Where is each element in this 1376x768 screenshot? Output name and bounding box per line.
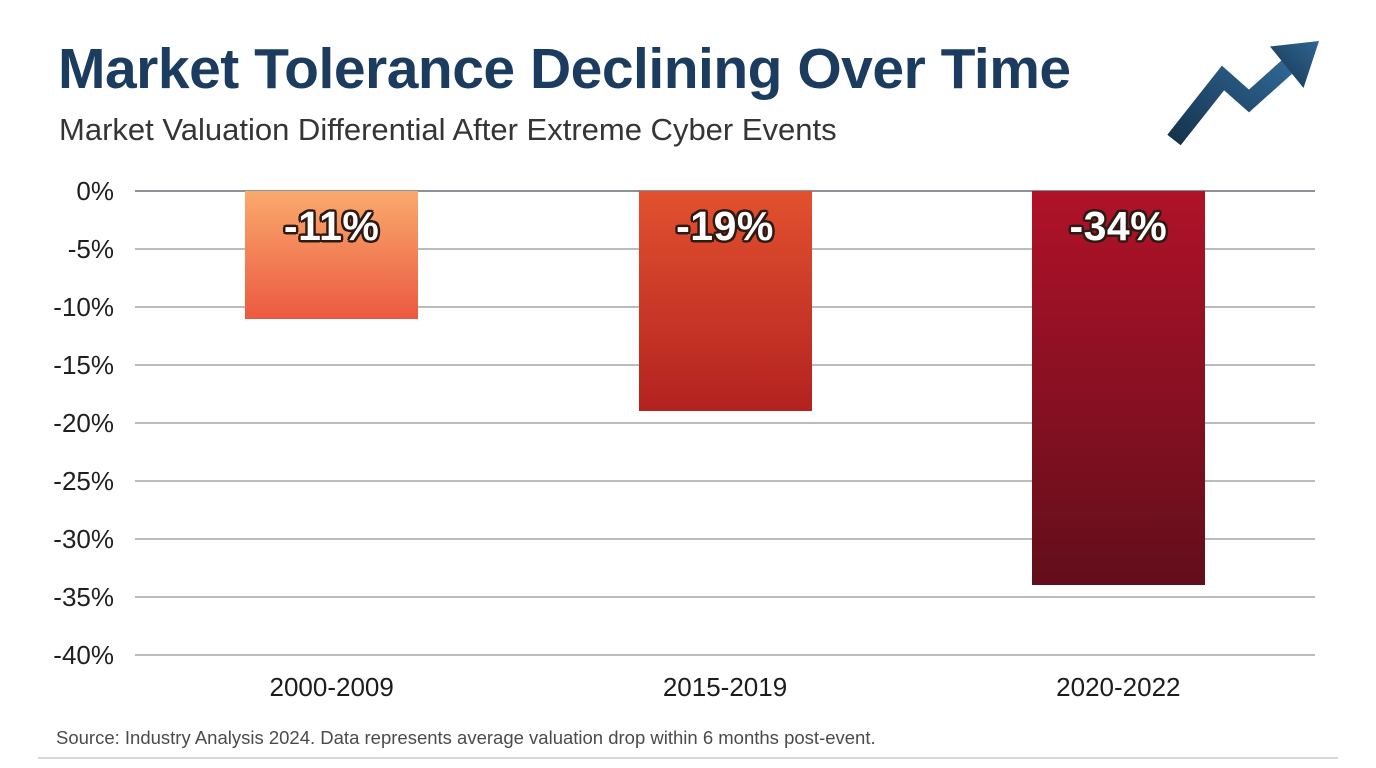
x-axis-category-label: 2015-2019: [662, 672, 788, 702]
x-axis-category-label: 2020-2022: [1056, 672, 1181, 702]
gridline: [135, 654, 1315, 656]
gridline: [135, 480, 1315, 482]
bar-value-label: -34%: [1069, 203, 1168, 249]
y-axis-tick-label: -15%: [53, 350, 114, 380]
y-axis-tick-label: -35%: [53, 582, 114, 612]
bar-2020-2022: -34%: [1031, 191, 1205, 586]
y-axis-tick-label: 0%: [76, 176, 114, 206]
bar-value-label: -11%: [283, 203, 380, 249]
y-axis-tick-label: -20%: [53, 408, 114, 438]
y-axis-tick-label: -5%: [67, 234, 114, 264]
gridline: [135, 422, 1315, 424]
y-axis-tick-label: -25%: [53, 466, 114, 496]
y-axis-tick-label: -40%: [53, 640, 114, 670]
gridline: [135, 596, 1315, 598]
bottom-divider: [38, 757, 1338, 759]
page-subtitle: Market Valuation Differential After Extr…: [59, 112, 837, 147]
x-axis-category-label: 2000-2009: [269, 672, 394, 702]
page-title: Market Tolerance Declining Over Time: [58, 37, 1071, 101]
bar-2000-2009: -11%: [245, 191, 419, 319]
gridline: [135, 538, 1315, 540]
trend-up-arrow-icon: [1167, 41, 1319, 146]
y-axis-tick-label: -10%: [53, 292, 114, 322]
plot-area: 0% -5% -10% -15% -20% -25% -30% -35% -40% -11% 200…: [53, 178, 1315, 702]
source-note: Source: Industry Analysis 2024. Data rep…: [56, 727, 876, 748]
bar-value-label: -19%: [676, 203, 774, 249]
y-axis-tick-label: -30%: [53, 524, 114, 554]
bar-2015-2019: -19%: [638, 191, 812, 412]
